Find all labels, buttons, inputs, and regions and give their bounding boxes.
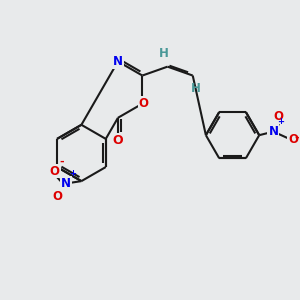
- Text: O: O: [288, 133, 298, 146]
- Text: N: N: [268, 125, 278, 138]
- Text: H: H: [159, 47, 169, 60]
- Text: O: O: [50, 164, 60, 178]
- Text: O: O: [139, 97, 149, 110]
- Text: +: +: [70, 169, 76, 178]
- Text: O: O: [274, 110, 284, 123]
- Text: +: +: [277, 117, 284, 126]
- Text: O: O: [113, 134, 123, 147]
- Text: N: N: [113, 55, 123, 68]
- Text: -: -: [294, 133, 298, 142]
- Text: -: -: [59, 157, 64, 167]
- Text: N: N: [61, 177, 71, 190]
- Text: H: H: [191, 82, 201, 95]
- Text: O: O: [52, 190, 62, 203]
